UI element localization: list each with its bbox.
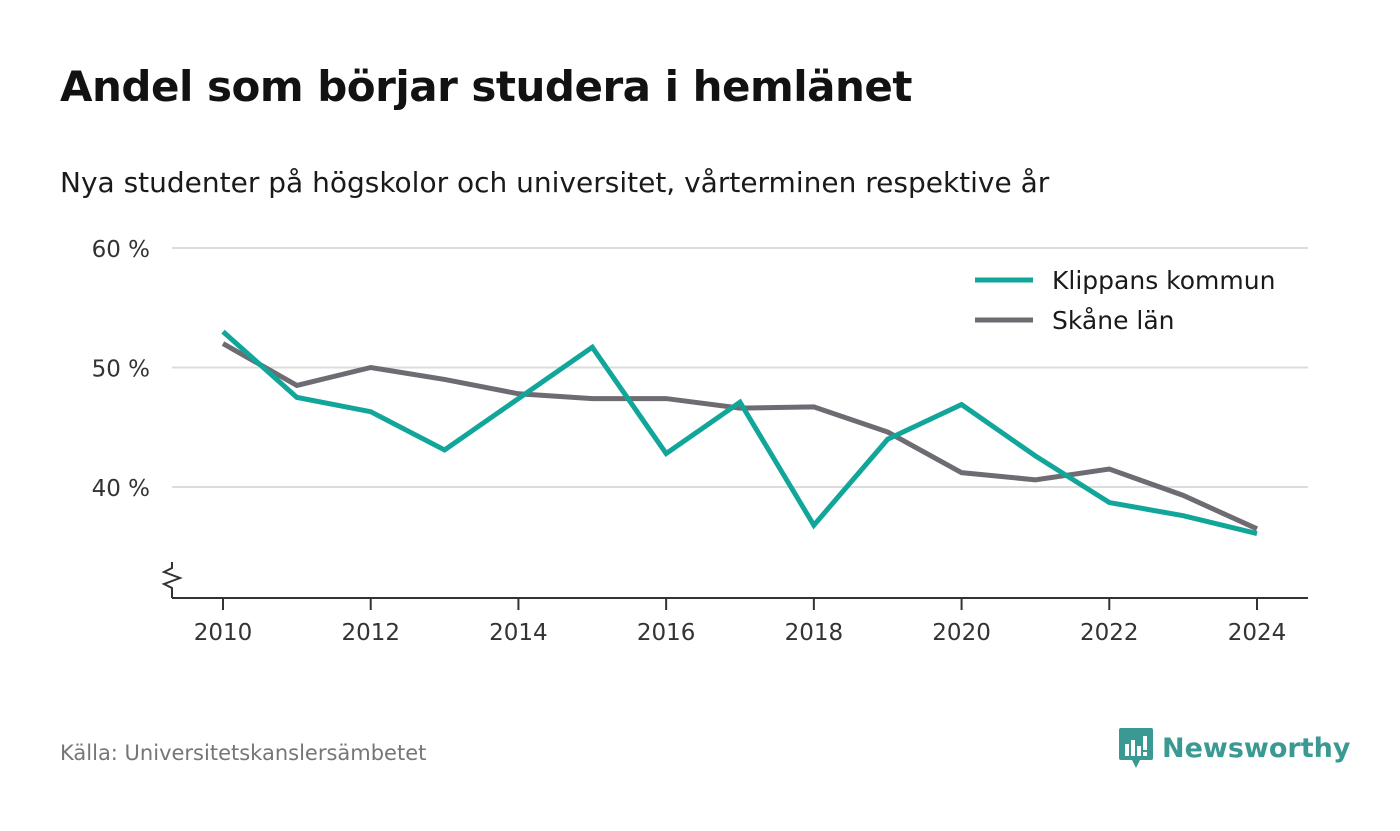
x-tick-label: 2012 bbox=[341, 620, 400, 646]
chart-title: Andel som börjar studera i hemlänet bbox=[60, 62, 913, 111]
x-tick-labels: 2010 2012 2014 2016 2018 2020 2022 2024 bbox=[194, 598, 1287, 646]
y-tick-label: 60 % bbox=[92, 237, 150, 263]
brand-logo: Newsworthy bbox=[1118, 726, 1350, 770]
line-chart: 40 % 50 % 60 % 2010 2012 2014 2016 2018 2020 202… bbox=[92, 237, 1308, 646]
x-tick-label: 2022 bbox=[1080, 620, 1139, 646]
y-axis-break-icon bbox=[161, 562, 183, 598]
data-series bbox=[221, 329, 1259, 537]
brand-name: Newsworthy bbox=[1162, 732, 1351, 764]
x-tick-label: 2018 bbox=[785, 620, 844, 646]
legend: Klippans kommun Skåne län bbox=[975, 266, 1275, 335]
series-line-skane bbox=[221, 341, 1259, 532]
y-tick-label: 40 % bbox=[92, 476, 150, 502]
source-note: Källa: Universitetskanslersämbetet bbox=[60, 741, 427, 765]
y-tick-labels: 40 % 50 % 60 % bbox=[92, 237, 150, 502]
legend-label: Klippans kommun bbox=[1052, 266, 1275, 295]
chart-subtitle: Nya studenter på högskolor och universit… bbox=[60, 166, 1050, 199]
x-axis bbox=[161, 562, 1308, 599]
legend-label: Skåne län bbox=[1052, 306, 1175, 335]
x-tick-label: 2014 bbox=[489, 620, 548, 646]
newsworthy-logo-icon bbox=[1119, 728, 1153, 768]
x-tick-label: 2016 bbox=[637, 620, 696, 646]
x-tick-label: 2020 bbox=[932, 620, 991, 646]
y-tick-label: 50 % bbox=[92, 357, 150, 383]
series-line-klippan bbox=[221, 329, 1258, 537]
x-tick-label: 2010 bbox=[194, 620, 253, 646]
x-tick-label: 2024 bbox=[1228, 620, 1287, 646]
